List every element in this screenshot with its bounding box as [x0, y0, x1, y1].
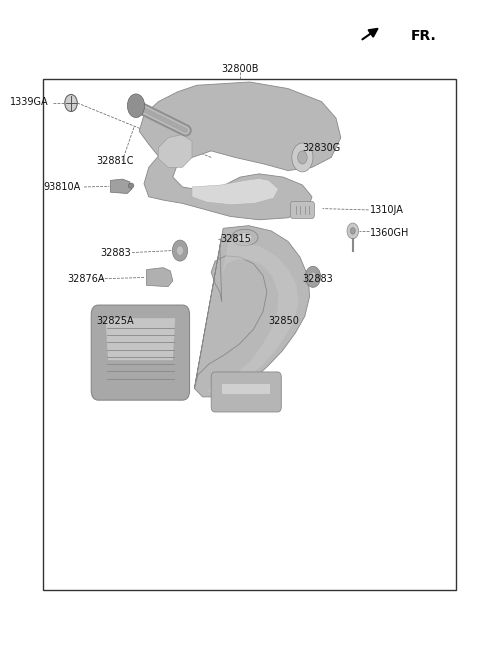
- Polygon shape: [139, 82, 341, 220]
- Polygon shape: [106, 318, 175, 360]
- Polygon shape: [207, 237, 299, 392]
- Text: 93810A: 93810A: [43, 182, 81, 192]
- Circle shape: [305, 266, 321, 287]
- Text: 32876A: 32876A: [67, 274, 105, 284]
- Ellipse shape: [232, 229, 258, 246]
- Polygon shape: [194, 226, 310, 397]
- Text: 1339GA: 1339GA: [10, 96, 48, 107]
- Polygon shape: [110, 179, 132, 194]
- Circle shape: [177, 246, 183, 255]
- Circle shape: [298, 151, 307, 164]
- FancyBboxPatch shape: [211, 372, 281, 412]
- Text: 1310JA: 1310JA: [370, 205, 404, 215]
- Circle shape: [172, 240, 188, 261]
- Text: 32815: 32815: [221, 234, 252, 245]
- Text: 32830G: 32830G: [302, 142, 341, 153]
- FancyBboxPatch shape: [91, 305, 190, 400]
- Text: 1360GH: 1360GH: [370, 228, 409, 238]
- Text: 32883: 32883: [101, 247, 132, 258]
- Circle shape: [65, 94, 77, 112]
- Ellipse shape: [128, 183, 134, 188]
- Text: 32883: 32883: [302, 274, 333, 284]
- Bar: [43, 79, 456, 590]
- Text: 32850: 32850: [269, 316, 300, 327]
- FancyBboxPatch shape: [290, 201, 314, 218]
- Circle shape: [310, 272, 316, 281]
- Circle shape: [347, 223, 359, 239]
- Text: FR.: FR.: [410, 29, 436, 43]
- Circle shape: [292, 143, 313, 172]
- Bar: [222, 384, 270, 394]
- Polygon shape: [146, 268, 173, 287]
- Polygon shape: [192, 178, 278, 205]
- Circle shape: [350, 228, 355, 234]
- Polygon shape: [158, 134, 192, 167]
- Circle shape: [127, 94, 144, 117]
- Text: 32881C: 32881C: [96, 155, 133, 166]
- Ellipse shape: [238, 233, 252, 242]
- Text: 32800B: 32800B: [221, 64, 259, 74]
- Text: 32825A: 32825A: [96, 316, 133, 327]
